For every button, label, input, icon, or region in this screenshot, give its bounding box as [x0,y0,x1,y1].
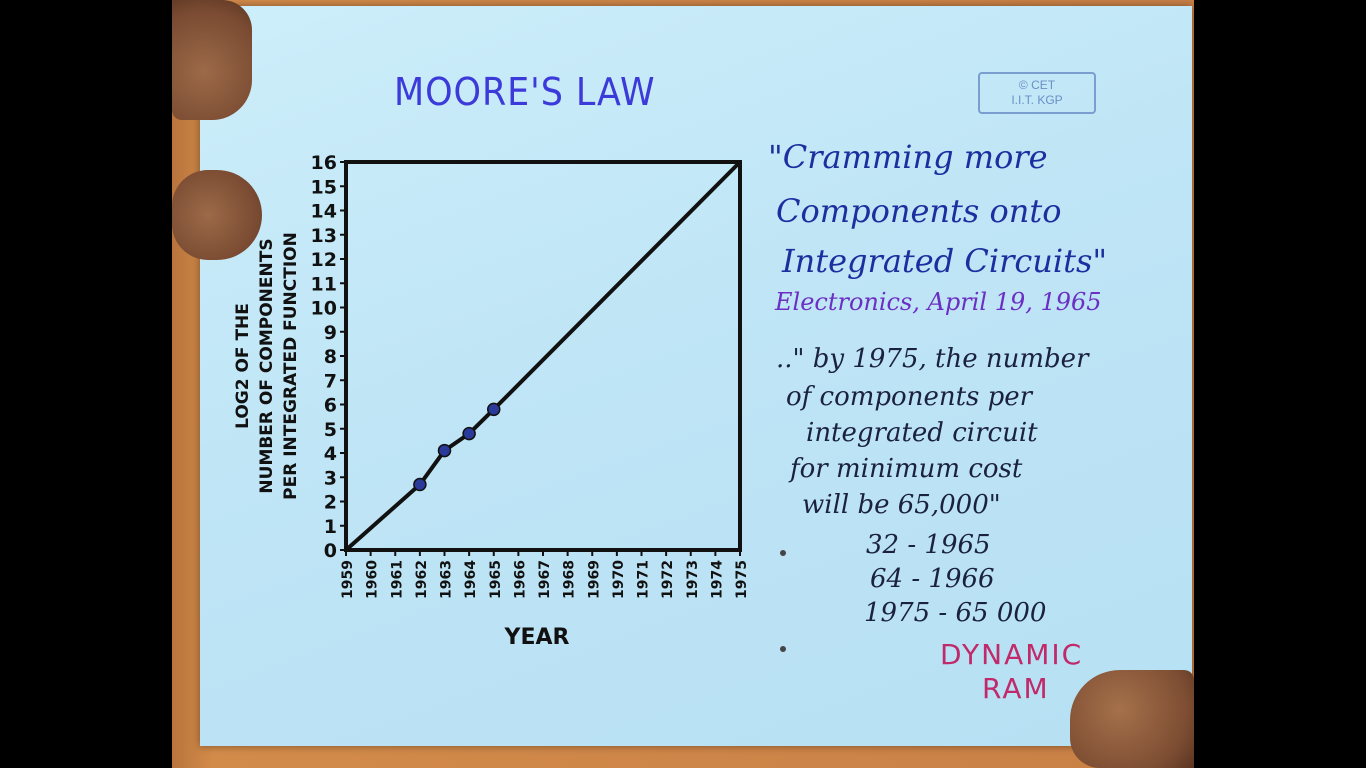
y-tick-label: 13 [311,225,337,247]
x-tick-label: 1972 [660,560,676,599]
y-tick-label: 6 [324,395,337,417]
y-axis-label-line: LOG2 OF THE [233,303,253,429]
quote-line3: Integrated Circuits" [782,242,1108,280]
quote-line2: Components onto [776,192,1062,230]
x-tick-label: 1963 [439,560,455,599]
y-tick-label: 0 [324,540,337,562]
y-tick-label: 1 [324,516,337,538]
y-tick-label: 16 [311,152,337,174]
y-axis-label-line: PER INTEGRATED FUNCTION [281,232,301,500]
prediction-line5: will be 65,000" [802,490,1001,520]
fact-3: 1975 - 65 000 [864,598,1047,628]
quote-line1: "Cramming more [768,138,1048,176]
y-tick-label: 11 [311,273,337,295]
x-tick-label: 1960 [365,560,381,599]
ram-line1: DYNAMIC [940,638,1084,671]
y-tick-label: 8 [324,346,337,368]
chart-board [200,6,1192,746]
page-title: MOORE'S LAW [394,70,656,114]
x-tick-label: 1959 [340,560,356,599]
x-tick-label: 1969 [586,560,602,599]
hand-top-left [172,0,252,120]
x-tick-label: 1970 [611,560,627,599]
ram-line2: RAM [982,672,1050,705]
x-tick-label: 1975 [734,560,750,599]
x-tick-label: 1968 [562,560,578,599]
x-tick-label: 1964 [463,560,479,599]
hand-right [1070,670,1194,768]
fact-1: 32 - 1965 [866,530,991,560]
y-tick-label: 14 [311,201,337,223]
quote-source: Electronics, April 19, 1965 [775,288,1102,316]
cet-badge: © CET I.I.T. KGP [978,72,1096,114]
y-axis-label-line: NUMBER OF COMPONENTS [257,238,277,493]
x-tick-label: 1961 [389,560,405,599]
x-tick-label: 1973 [685,560,701,599]
data-point [487,402,501,417]
x-axis-label: YEAR [504,625,570,650]
x-tick-label: 1966 [512,560,528,599]
fact-2: 64 - 1966 [870,564,995,594]
y-tick-label: 4 [324,443,337,465]
y-tick-label: 3 [324,467,337,489]
prediction-line3: integrated circuit [806,418,1038,448]
x-tick-label: 1962 [414,560,430,599]
y-tick-label: 2 [324,492,337,514]
y-tick-label: 10 [311,298,337,320]
prediction-line1: .." by 1975, the number [776,344,1089,374]
prediction-line2: of components per [786,382,1033,412]
y-tick-label: 15 [311,176,337,198]
data-point [462,426,476,441]
series-line [344,160,742,552]
hand-left [172,170,262,260]
x-tick-label: 1965 [488,560,504,599]
badge-line1: © CET [1018,78,1056,92]
data-point [413,477,427,492]
bullet-2 [780,646,786,652]
bullet-1 [780,550,786,556]
y-tick-label: 9 [324,322,337,344]
x-tick-label: 1967 [537,560,553,599]
y-tick-label: 12 [311,249,337,271]
y-tick-label: 5 [324,419,337,441]
x-tick-label: 1974 [709,560,725,599]
y-tick-label: 7 [324,370,337,392]
badge-line2: I.I.T. KGP [1011,93,1063,107]
prediction-line4: for minimum cost [790,454,1023,484]
x-tick-label: 1971 [636,560,652,599]
data-point [437,443,452,458]
